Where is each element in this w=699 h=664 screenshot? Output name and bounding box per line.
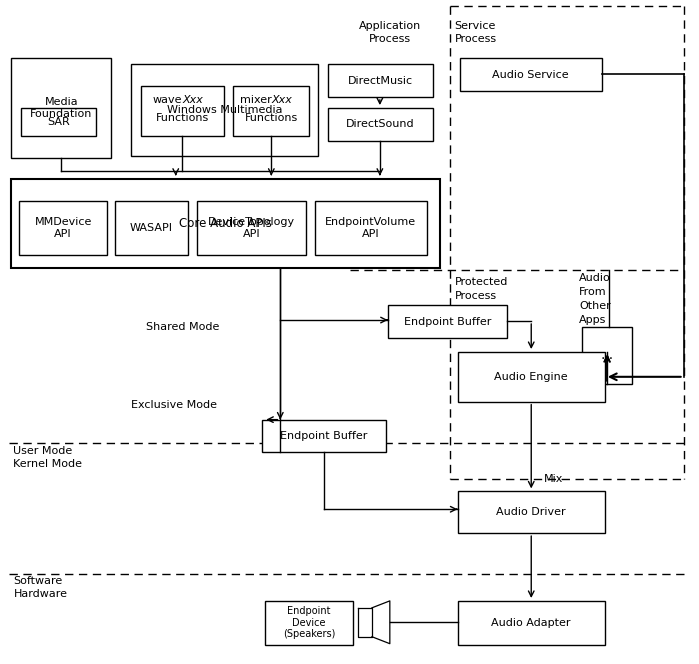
Text: Process: Process (454, 291, 497, 301)
Bar (11, 179, 440, 268)
Text: Xxx: Xxx (271, 95, 292, 105)
Bar (458, 601, 605, 645)
Bar (315, 201, 426, 256)
Bar (388, 305, 507, 338)
Text: Endpoint
Device
(Speakers): Endpoint Device (Speakers) (283, 606, 336, 639)
Text: Core Audio APIs: Core Audio APIs (179, 217, 272, 230)
Text: MMDevice
API: MMDevice API (34, 217, 92, 239)
Bar (233, 86, 309, 136)
Text: Process: Process (454, 35, 497, 44)
Bar (328, 64, 433, 97)
Bar (459, 58, 602, 91)
Bar (20, 201, 107, 256)
Text: Functions: Functions (245, 113, 298, 123)
Text: mixer: mixer (240, 95, 271, 105)
Text: Audio Driver: Audio Driver (496, 507, 566, 517)
Text: Protected: Protected (454, 277, 508, 288)
Text: EndpointVolume
API: EndpointVolume API (325, 217, 417, 239)
Bar (131, 64, 318, 156)
Text: From: From (579, 287, 607, 297)
Text: Audio: Audio (579, 273, 611, 284)
Text: Process: Process (369, 35, 411, 44)
Text: Endpoint Buffer: Endpoint Buffer (280, 431, 368, 441)
Text: Media
Foundation: Media Foundation (30, 97, 92, 119)
Text: WASAPI: WASAPI (130, 223, 173, 233)
Text: Other: Other (579, 301, 611, 311)
Bar (328, 108, 433, 141)
Text: DirectSound: DirectSound (346, 120, 415, 129)
Text: Endpoint Buffer: Endpoint Buffer (404, 317, 491, 327)
Text: Kernel Mode: Kernel Mode (13, 459, 82, 469)
Text: Service: Service (454, 21, 496, 31)
Text: Audio Service: Audio Service (492, 70, 569, 80)
Bar (141, 86, 224, 136)
Text: ...: ... (600, 349, 614, 363)
Bar (458, 491, 605, 533)
Text: Software: Software (13, 576, 63, 586)
Text: Xxx: Xxx (182, 95, 203, 105)
Bar (582, 327, 632, 384)
Bar (262, 420, 386, 452)
Text: Shared Mode: Shared Mode (146, 322, 219, 332)
Text: Hardware: Hardware (13, 589, 67, 599)
Text: DeviceTopology
API: DeviceTopology API (208, 217, 295, 239)
Text: Audio Engine: Audio Engine (494, 372, 568, 382)
Text: User Mode: User Mode (13, 446, 73, 456)
Text: Windows Multimedia: Windows Multimedia (167, 105, 282, 115)
Text: SAR: SAR (48, 117, 70, 127)
Text: Apps: Apps (579, 315, 607, 325)
Bar (266, 601, 353, 645)
Text: wave: wave (152, 95, 182, 105)
Bar (11, 58, 111, 158)
Text: Mix: Mix (545, 474, 563, 484)
Bar (196, 201, 306, 256)
Text: Functions: Functions (156, 113, 209, 123)
Bar (458, 352, 605, 402)
Text: Audio Adapter: Audio Adapter (491, 618, 571, 627)
Text: DirectMusic: DirectMusic (348, 76, 413, 86)
Bar (22, 108, 96, 136)
Text: Exclusive Mode: Exclusive Mode (131, 400, 217, 410)
Bar (115, 201, 187, 256)
Text: Application: Application (359, 21, 421, 31)
